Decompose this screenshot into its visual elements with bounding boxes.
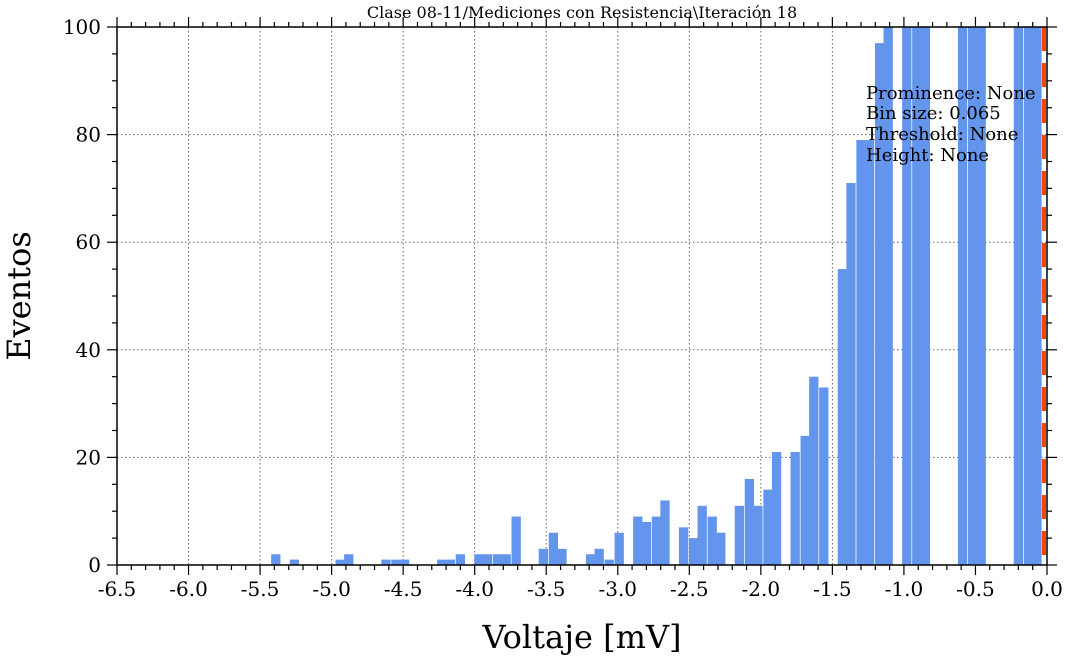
- x-tick-label: -3.5: [527, 577, 566, 601]
- y-tick-label: 80: [76, 123, 101, 147]
- x-tick-label: -5.5: [241, 577, 280, 601]
- histogram-bar: [289, 559, 300, 565]
- histogram-bar: [604, 559, 614, 565]
- histogram-bar: [492, 554, 503, 565]
- annotation-threshold: Threshold: None: [866, 124, 1018, 145]
- histogram-bar: [912, 27, 922, 565]
- histogram-bar: [734, 505, 745, 565]
- annotation-box: Prominence: None Bin size: 0.065 Thresho…: [866, 83, 1036, 166]
- histogram-bar: [837, 269, 848, 565]
- annotation-prominence: Prominence: None: [866, 83, 1036, 104]
- histogram-bar: [651, 516, 662, 565]
- histogram-bar: [381, 559, 391, 565]
- histogram-bar: [800, 435, 810, 565]
- histogram-bar: [633, 516, 643, 565]
- histogram-bar: [474, 554, 484, 565]
- histogram-bar: [976, 27, 986, 565]
- y-tick-label: 0: [88, 553, 101, 577]
- histogram-bar: [864, 139, 875, 566]
- x-tick-label: -6.5: [98, 577, 137, 601]
- histogram-bar: [557, 548, 567, 565]
- x-tick-label: 0.0: [1031, 577, 1063, 601]
- histogram-bar: [1032, 27, 1042, 565]
- histogram-bar: [391, 559, 401, 565]
- histogram-bar: [482, 554, 493, 565]
- histogram-bar: [1023, 27, 1034, 565]
- y-tick-label: 100: [63, 15, 101, 39]
- x-tick-label: -2.0: [742, 577, 781, 601]
- y-tick-label: 20: [76, 445, 101, 469]
- histogram-bar: [819, 387, 829, 565]
- histogram-bar: [856, 139, 866, 566]
- x-tick-label: -1.5: [813, 577, 852, 601]
- histogram-bar: [271, 554, 281, 565]
- histogram-bar: [688, 538, 699, 565]
- x-tick-label: -4.0: [455, 577, 494, 601]
- x-tick-label: -1.0: [885, 577, 924, 601]
- chart-title: Clase 08-11/Mediciones con Resistencia\I…: [367, 3, 797, 22]
- x-tick-label: -2.5: [670, 577, 709, 601]
- x-tick-labels: -6.5 -6.0 -5.5 -5.0 -4.5 -4.0 -3.5 -3.0 -2.5 -2.0…: [98, 577, 1063, 601]
- y-axis-title: Eventos: [0, 231, 38, 361]
- histogram-bar: [399, 559, 410, 565]
- histogram-bar: [437, 559, 447, 565]
- histogram-bar: [501, 554, 511, 565]
- histogram-bar: [902, 27, 912, 565]
- histogram-bar: [548, 532, 559, 565]
- histogram-bar: [335, 559, 345, 565]
- annotation-height: Height: None: [866, 145, 989, 166]
- histogram-bar: [538, 548, 549, 565]
- histogram-bar: [707, 516, 717, 565]
- histogram-bar: [920, 27, 931, 565]
- histogram-bar: [594, 548, 604, 565]
- histogram-bar: [716, 532, 726, 565]
- y-tick-label: 60: [76, 230, 101, 254]
- histogram-bar: [678, 527, 689, 565]
- y-tick-labels: 0 20 40 60 80 100: [63, 15, 101, 577]
- x-tick-label: -6.0: [169, 577, 208, 601]
- histogram-bar: [809, 376, 819, 565]
- histogram-bar: [660, 500, 670, 565]
- y-tick-label: 40: [76, 338, 101, 362]
- x-tick-label: -4.5: [384, 577, 423, 601]
- histogram-bar: [874, 43, 885, 565]
- histogram-bar: [455, 554, 466, 565]
- histogram-bar: [445, 559, 456, 565]
- histogram-bar: [846, 183, 856, 565]
- axis-ticks: [107, 17, 1057, 575]
- histogram-bar: [771, 452, 782, 565]
- histogram-bar: [883, 27, 893, 565]
- histogram-bar: [1013, 27, 1024, 565]
- histogram-bars: [271, 27, 1042, 566]
- histogram-bar: [585, 554, 596, 565]
- histogram-bar: [753, 505, 763, 565]
- x-tick-label: -5.0: [312, 577, 351, 601]
- histogram-bar: [614, 532, 624, 565]
- histogram-bar: [763, 489, 773, 565]
- histogram-bar: [790, 452, 800, 565]
- x-axis-title: Voltaje [mV]: [481, 618, 681, 656]
- histogram-bar: [344, 554, 354, 565]
- annotation-bin-size: Bin size: 0.065: [866, 103, 1001, 124]
- histogram-bar: [511, 516, 521, 565]
- histogram-bar: [641, 521, 652, 565]
- x-tick-label: -0.5: [956, 577, 995, 601]
- x-tick-label: -3.0: [598, 577, 637, 601]
- histogram-bar: [967, 27, 978, 565]
- histogram-bar: [957, 27, 968, 565]
- histogram-bar: [697, 505, 707, 565]
- histogram-bar: [744, 478, 755, 565]
